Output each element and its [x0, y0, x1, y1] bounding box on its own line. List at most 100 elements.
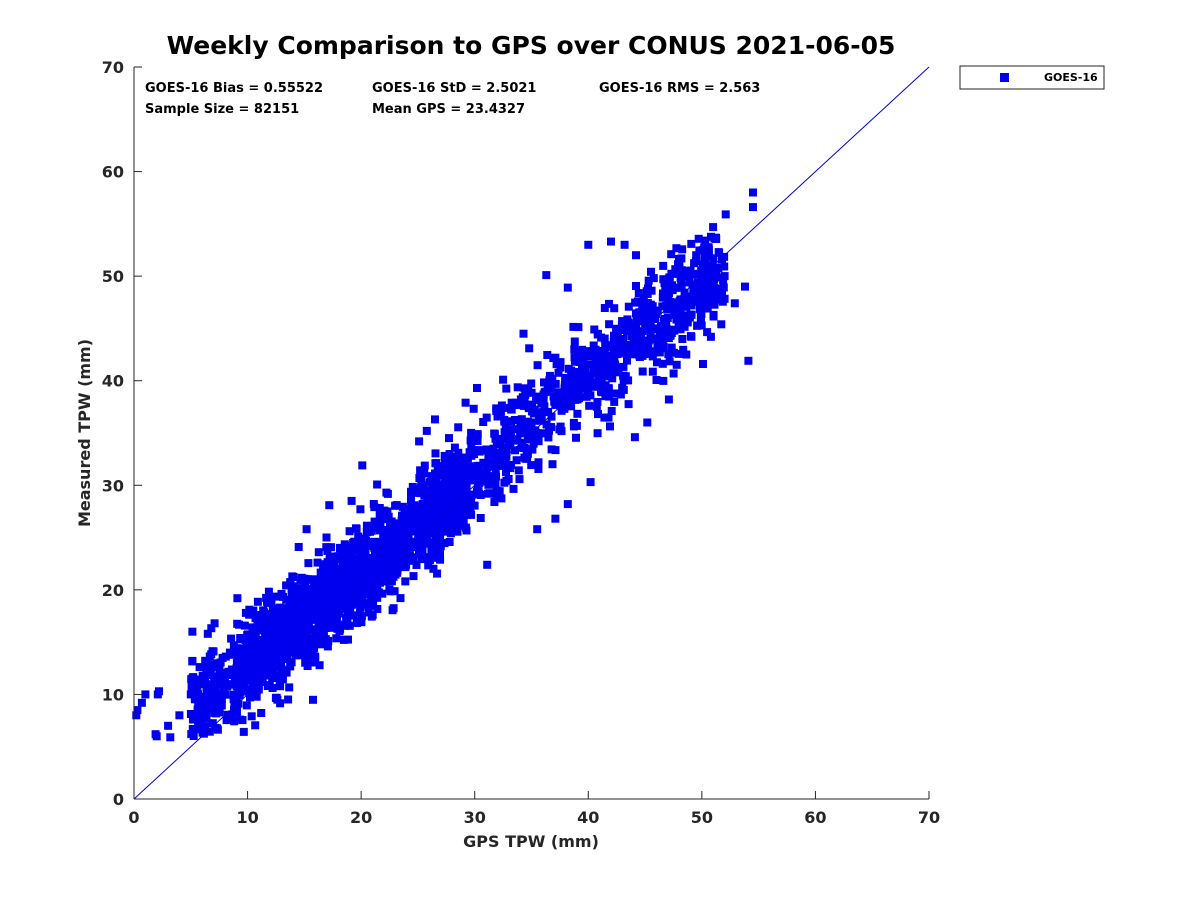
scatter-point — [245, 610, 254, 619]
scatter-point — [352, 591, 361, 600]
scatter-point — [473, 384, 481, 392]
scatter-point — [291, 609, 300, 618]
scatter-point — [270, 604, 279, 613]
scatter-point — [388, 606, 397, 615]
scatter-point — [690, 297, 699, 306]
scatter-point — [718, 255, 726, 264]
scatter-point — [583, 347, 592, 356]
scatter-point — [315, 579, 324, 588]
scatter-point — [570, 345, 579, 354]
scatter-point — [269, 615, 278, 624]
scatter-point — [563, 283, 572, 292]
scatter-point — [507, 425, 516, 434]
x-tick-label: 20 — [350, 808, 372, 827]
scatter-point — [220, 685, 228, 693]
scatter-point — [260, 608, 268, 617]
scatter-point — [633, 297, 642, 306]
scatter-point — [355, 608, 364, 617]
scatter-point — [518, 443, 527, 452]
scatter-point — [644, 284, 652, 293]
scatter-point — [692, 251, 701, 260]
scatter-point — [700, 251, 709, 260]
scatter-point — [661, 285, 670, 294]
y-tick-label: 30 — [102, 476, 124, 495]
scatter-point — [268, 669, 277, 677]
scatter-point — [524, 386, 533, 395]
scatter-point — [491, 479, 500, 487]
scatter-point — [327, 584, 336, 593]
scatter-point — [474, 446, 483, 455]
scatter-point — [436, 548, 444, 557]
scatter-point — [470, 470, 479, 479]
scatter-point — [210, 619, 219, 628]
scatter-point — [499, 375, 508, 384]
stat-rms: GOES-16 RMS = 2.563 — [599, 81, 760, 96]
scatter-point — [256, 640, 265, 649]
scatter-point — [469, 404, 478, 413]
scatter-point — [286, 578, 295, 587]
scatter-point — [449, 506, 458, 515]
scatter-point — [259, 655, 268, 664]
scatter-point — [367, 524, 376, 533]
scatter-point — [376, 525, 385, 534]
scatter-point — [502, 384, 511, 393]
scatter-point — [659, 376, 668, 385]
scatter-point — [586, 478, 595, 487]
scatter-point — [262, 646, 271, 655]
scatter-point — [704, 243, 713, 252]
scatter-point — [310, 581, 319, 590]
scatter-point — [328, 618, 336, 627]
scatter-point — [202, 667, 211, 676]
scatter-point — [425, 512, 434, 521]
scatter-point — [429, 564, 438, 573]
scatter-point — [141, 690, 150, 699]
scatter-point — [594, 410, 602, 419]
scatter-point — [369, 601, 378, 610]
scatter-point — [649, 274, 658, 283]
scatter-point — [240, 621, 249, 630]
scatter-point — [499, 403, 508, 412]
scatter-point — [517, 415, 526, 424]
scatter-point — [682, 350, 691, 359]
scatter-point — [239, 727, 248, 736]
scatter-point — [391, 523, 400, 531]
scatter-point — [607, 237, 615, 246]
scatter-point — [250, 629, 258, 638]
scatter-point — [337, 568, 346, 577]
scatter-point — [709, 254, 718, 263]
scatter-point — [391, 544, 400, 552]
scatter-point — [432, 492, 441, 501]
scatter-point — [227, 634, 236, 643]
scatter-point — [284, 695, 293, 704]
scatter-point — [514, 466, 523, 475]
scatter-point — [151, 730, 160, 739]
scatter-point — [354, 540, 363, 549]
scatter-point — [385, 557, 394, 566]
scatter-point — [323, 590, 332, 598]
scatter-point — [669, 369, 678, 378]
scatter-point — [351, 580, 360, 589]
scatter-point — [359, 589, 368, 598]
scatter-point — [209, 690, 218, 699]
scatter-point — [551, 379, 560, 388]
scatter-point — [513, 383, 522, 392]
scatter-point — [482, 413, 491, 422]
scatter-point — [703, 328, 712, 337]
scatter-point — [417, 554, 426, 563]
scatter-point — [207, 660, 216, 669]
scatter-point — [540, 402, 549, 411]
scatter-point — [344, 592, 353, 601]
scatter-point — [709, 278, 718, 287]
scatter-point — [339, 635, 348, 644]
scatter-point — [291, 604, 300, 613]
scatter-point — [270, 663, 279, 672]
y-tick-label: 20 — [102, 581, 124, 600]
scatter-point — [321, 615, 330, 624]
scatter-point — [594, 359, 603, 368]
scatter-point — [548, 460, 557, 469]
scatter-point — [277, 672, 286, 681]
scatter-point — [447, 463, 456, 472]
scatter-point — [242, 637, 251, 646]
scatter-point — [418, 469, 427, 478]
scatter-point — [606, 422, 614, 431]
